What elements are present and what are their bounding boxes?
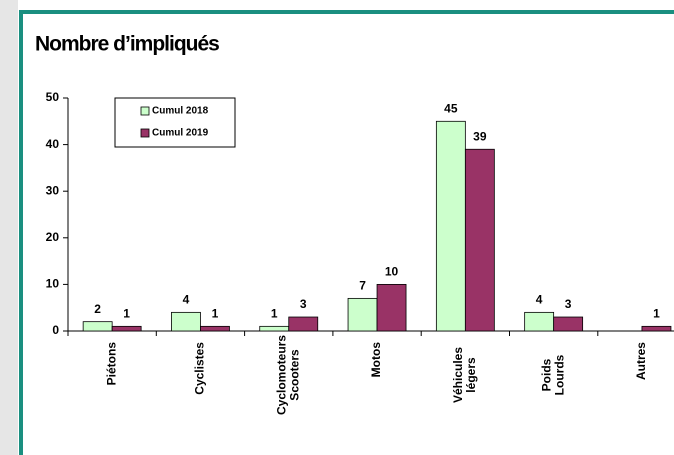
data-label: 39: [473, 129, 487, 143]
y-tick-label: 50: [46, 90, 60, 104]
data-label: 1: [653, 307, 660, 321]
data-label: 3: [300, 297, 307, 311]
data-label: 10: [385, 265, 399, 279]
bar: [259, 325, 290, 332]
x-tick-label: Lourds: [552, 354, 566, 395]
y-tick-label: 40: [46, 137, 60, 151]
data-label: 1: [212, 307, 219, 321]
x-tick-label: Poids: [539, 358, 553, 391]
legend-swatch: [140, 106, 150, 116]
data-label: 1: [123, 307, 130, 321]
data-label: 45: [444, 101, 458, 115]
legend-label: Cumul 2019: [152, 128, 209, 139]
bar: [347, 297, 378, 332]
x-tick-label: Cyclomoteurs: [274, 335, 288, 415]
bar: [524, 311, 555, 332]
x-tick-label: Scooters: [287, 349, 301, 401]
bar: [288, 316, 319, 332]
legend-box: [114, 97, 236, 148]
bar: [200, 325, 230, 332]
x-tick-label: légers: [464, 357, 478, 393]
x-tick-label: Piétons: [104, 342, 118, 386]
bar: [171, 311, 201, 332]
legend-swatch: [140, 128, 150, 138]
data-label: 7: [359, 279, 366, 293]
x-tick-label: Autres: [634, 342, 648, 380]
bar: [464, 148, 495, 332]
y-tick-label: 30: [46, 183, 60, 197]
x-tick-label: Motos: [369, 342, 383, 378]
data-label: 4: [536, 293, 543, 307]
bar: [82, 321, 113, 332]
frame-left: [19, 10, 23, 455]
data-label: 3: [565, 297, 572, 311]
frame-top: [19, 10, 674, 14]
legend: Cumul 2018 Cumul 2019: [114, 97, 236, 148]
y-tick-label: 10: [46, 277, 60, 291]
y-tick-label: 20: [46, 230, 60, 244]
bar: [641, 325, 672, 332]
chart-title: Nombre d’impliqués: [35, 33, 219, 56]
bar: [553, 316, 584, 332]
bar: [376, 283, 407, 332]
y-tick-label: 0: [52, 323, 59, 337]
legend-label: Cumul 2018: [152, 106, 209, 117]
bar: [111, 325, 142, 332]
data-label: 2: [94, 302, 101, 316]
x-tick-label: Cyclistes: [193, 342, 207, 395]
x-tick-label: Véhicules: [451, 347, 465, 403]
side-strip: [0, 0, 18, 455]
data-label: 1: [271, 307, 278, 321]
data-label: 4: [183, 293, 190, 307]
bar: [435, 120, 466, 332]
